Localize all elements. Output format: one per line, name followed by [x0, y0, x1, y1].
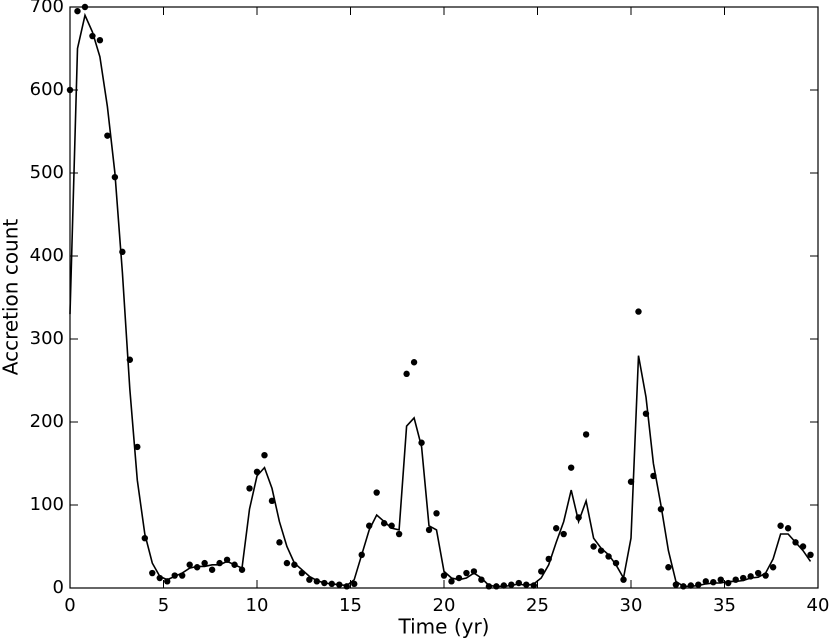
data-point	[268, 497, 276, 505]
data-point	[134, 443, 141, 451]
data-point	[665, 564, 672, 571]
data-point	[96, 37, 104, 44]
data-point	[104, 132, 111, 139]
data-point	[754, 569, 762, 577]
data-point	[567, 464, 575, 471]
data-point	[784, 525, 792, 532]
y-tick-label: 700	[30, 0, 64, 17]
x-tick-label: 10	[246, 595, 269, 616]
data-point	[463, 569, 470, 577]
y-tick-label: 100	[30, 494, 64, 515]
data-point	[538, 568, 545, 575]
y-tick-label: 300	[30, 328, 64, 349]
x-tick-label: 40	[807, 595, 830, 616]
x-tick-label: 0	[64, 595, 75, 616]
data-point	[590, 543, 597, 550]
data-point	[777, 522, 784, 529]
data-point	[283, 559, 291, 567]
y-tick-label: 400	[30, 245, 64, 266]
data-point	[395, 530, 403, 538]
data-point	[403, 370, 410, 378]
data-point	[410, 359, 418, 366]
data-point	[208, 566, 216, 573]
data-point	[246, 485, 253, 492]
data-point	[560, 530, 567, 538]
data-point	[440, 572, 448, 579]
data-point	[717, 576, 724, 583]
y-tick-label: 200	[30, 411, 64, 432]
data-point	[433, 510, 440, 517]
data-point	[276, 539, 283, 546]
data-point	[582, 431, 590, 438]
y-axis-label: Accretion count	[0, 219, 23, 376]
data-point	[620, 576, 627, 583]
data-point	[448, 578, 455, 585]
data-point	[186, 561, 193, 568]
x-tick-label: 30	[620, 595, 643, 616]
y-tick-label: 600	[30, 79, 64, 100]
x-tick-label: 5	[158, 595, 169, 616]
data-point	[769, 564, 777, 571]
data-point	[351, 580, 358, 588]
y-tick-label: 0	[53, 577, 64, 598]
data-point	[515, 579, 522, 587]
x-tick-label: 20	[433, 595, 456, 616]
data-point	[553, 525, 560, 532]
x-axis-label: Time (yr)	[398, 615, 490, 639]
data-point	[201, 559, 208, 567]
data-point	[261, 452, 268, 459]
data-point	[635, 308, 642, 315]
y-tick-label: 500	[30, 162, 64, 183]
data-point	[149, 569, 156, 577]
data-point	[807, 551, 814, 558]
data-point	[425, 526, 433, 534]
data-point	[373, 489, 380, 496]
data-point	[710, 578, 717, 586]
x-tick-label: 25	[526, 595, 549, 616]
smoothed-line	[69, 12, 812, 588]
x-tick-label: 15	[339, 595, 362, 616]
plot-frame	[69, 6, 819, 589]
data-point	[291, 561, 298, 568]
data-point	[470, 568, 478, 575]
data-point	[380, 520, 388, 527]
data-point	[478, 576, 485, 583]
data-point	[74, 7, 81, 15]
x-tick-label: 35	[713, 595, 736, 616]
